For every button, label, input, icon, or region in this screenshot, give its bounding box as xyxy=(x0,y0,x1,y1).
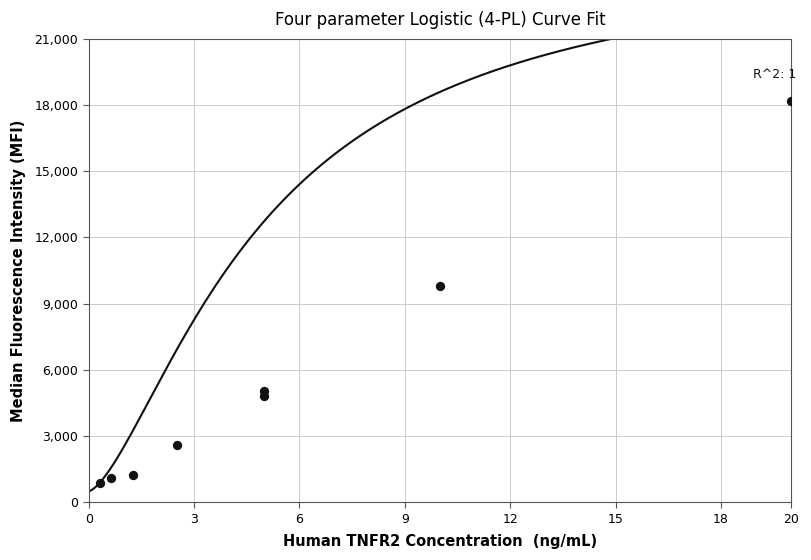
Point xyxy=(104,473,117,482)
Point xyxy=(785,96,798,105)
Point xyxy=(258,386,271,395)
Point xyxy=(170,440,183,449)
X-axis label: Human TNFR2 Concentration  (ng/mL): Human TNFR2 Concentration (ng/mL) xyxy=(283,534,597,549)
Title: Four parameter Logistic (4-PL) Curve Fit: Four parameter Logistic (4-PL) Curve Fit xyxy=(275,11,605,29)
Point xyxy=(434,282,447,291)
Y-axis label: Median Fluorescence Intensity (MFI): Median Fluorescence Intensity (MFI) xyxy=(11,119,26,422)
Point xyxy=(93,478,106,487)
Text: R^2: 1: R^2: 1 xyxy=(753,68,796,81)
Point xyxy=(127,471,139,480)
Point xyxy=(258,392,271,401)
